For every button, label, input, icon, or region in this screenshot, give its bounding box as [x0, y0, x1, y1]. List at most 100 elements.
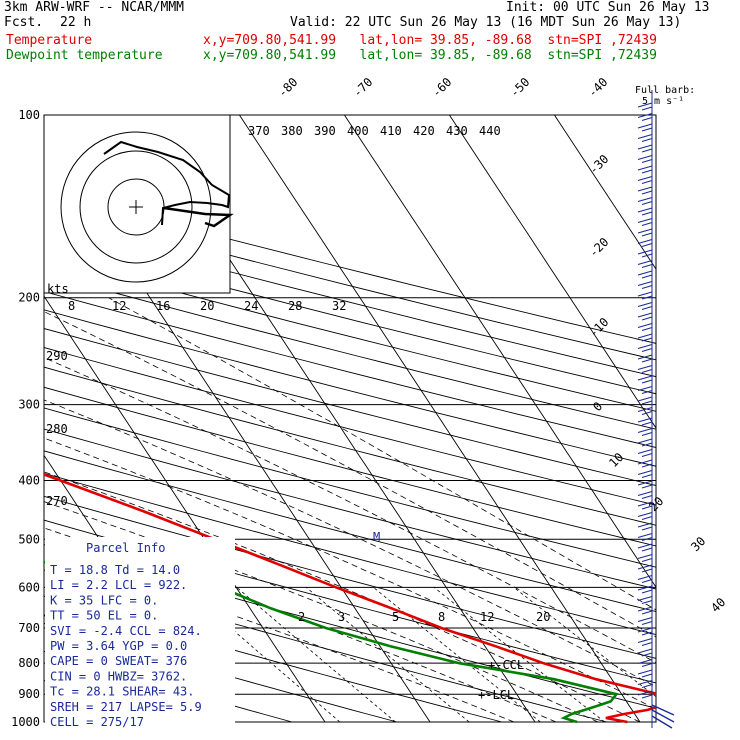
wind-barb-low — [651, 704, 675, 729]
wind-barb — [637, 417, 653, 426]
isotherm-label: -70 — [350, 75, 375, 100]
wind-barb — [637, 532, 653, 542]
dry-adiabat-line — [44, 273, 656, 430]
isotherm-line — [344, 115, 656, 588]
wind-barb — [637, 679, 653, 689]
isotherm-line — [239, 115, 641, 723]
wind-barb — [637, 154, 653, 164]
wind-barb — [637, 249, 653, 258]
hodograph-unit-label: kts — [47, 282, 69, 296]
wind-barb — [637, 270, 653, 279]
hodograph-ring — [79, 150, 193, 264]
wind-barb — [637, 186, 653, 195]
isotherm-label: 40 — [708, 595, 728, 615]
wind-barb — [637, 238, 653, 248]
hodograph-speed-label: 8 — [68, 299, 75, 313]
ccl-marker: +-CCL — [488, 658, 524, 672]
pressure-label: 800 — [18, 656, 40, 670]
wind-barb — [637, 165, 653, 174]
wind-barb — [637, 469, 653, 479]
isotherm-label: 30 — [688, 534, 708, 554]
wind-barb — [637, 133, 653, 143]
dry-adiabat-line — [44, 428, 656, 590]
moist-adiabat-line — [44, 311, 656, 638]
mixing-ratio-label: 12 — [480, 610, 494, 624]
wind-legend-title: Full barb: — [635, 85, 695, 96]
theta-label: 390 — [314, 124, 336, 138]
wind-barb — [637, 112, 653, 122]
dry-adiabat-line — [44, 309, 656, 467]
mixing-ratio-label: 8 — [438, 610, 445, 624]
wind-barb — [637, 459, 653, 468]
isotherm-label: 20 — [646, 494, 666, 514]
wind-barb — [637, 501, 653, 510]
mixing-ratio-line — [373, 586, 541, 723]
lcl-marker: +-LCL — [478, 688, 514, 702]
wind-barb — [637, 375, 653, 384]
wind-barb — [637, 648, 653, 657]
isotherm-label: -20 — [586, 235, 611, 260]
mixing-ratio-label: 2 — [298, 610, 305, 624]
theta-label: 430 — [446, 124, 468, 138]
wind-barb — [637, 280, 653, 290]
hodograph-speed-label: 20 — [200, 299, 214, 313]
hodograph-speed-label: 12 — [112, 299, 126, 313]
wind-barb — [637, 511, 653, 521]
mixing-ratio-line — [513, 586, 656, 698]
wind-barb — [637, 406, 653, 416]
wind-barb — [637, 343, 653, 353]
wind-barb — [637, 606, 653, 615]
wind-barb — [637, 543, 653, 552]
parcel-info-row: CELL = 275/17 — [50, 715, 144, 729]
dry-adiabat-line — [44, 595, 503, 723]
plot-frame — [43, 114, 657, 723]
isotherm-line — [449, 115, 656, 429]
parcel-info-row: Tc = 28.1 SHEAR= 43. — [50, 685, 195, 699]
isotherm-line — [0, 115, 10, 722]
dry-adiabat-line — [44, 255, 656, 412]
init-time: Init: 00 UTC Sun 26 May 13 — [506, 0, 710, 15]
valid-time: Valid: 22 UTC Sun 26 May 13 (16 MDT Sun … — [290, 15, 682, 30]
parcel-info-row: CIN = 0 HWBZ= 3762. — [50, 669, 187, 683]
isotherm-line — [44, 136, 431, 723]
legend-temperature: Temperature — [6, 33, 93, 48]
wind-barb — [637, 123, 653, 132]
pressure-label: 900 — [18, 687, 40, 701]
wind-barb — [637, 312, 653, 321]
wind-barb — [637, 354, 653, 363]
wind-barbs — [637, 90, 675, 729]
wind-barb — [637, 207, 653, 216]
wind-barb — [637, 438, 653, 447]
trace-dewpoint-temperature — [44, 560, 619, 724]
dry-adiabat-line — [44, 622, 398, 723]
wind-barb — [637, 291, 653, 300]
forecast-label: Fcst. — [4, 15, 44, 30]
wind-legend-unit: 5 m s⁻¹ — [642, 96, 684, 107]
pressure-label: 300 — [18, 398, 40, 412]
wind-barb — [637, 364, 653, 374]
parcel-info-bg — [45, 537, 235, 723]
wind-barb — [637, 574, 653, 584]
theta-left-label: 290 — [46, 349, 68, 363]
isotherm-label: -10 — [586, 315, 611, 340]
wind-barb — [637, 585, 653, 594]
dry-adiabat-line — [44, 450, 656, 612]
wind-barb — [637, 627, 653, 636]
hodograph-speed-label: 32 — [332, 299, 346, 313]
wind-barb — [637, 259, 653, 269]
wind-barb — [637, 616, 653, 626]
mixing-ratio-label: 20 — [536, 610, 550, 624]
wind-barb — [637, 522, 653, 531]
pressure-label: 500 — [18, 532, 40, 546]
location-info-temp: x,y=709.80,541.99 lat,lon= 39.85, -89.68… — [203, 33, 657, 48]
wind-barb — [637, 490, 653, 500]
wind-barb — [637, 669, 653, 678]
pressure-label: 200 — [18, 291, 40, 305]
forecast-hour: 22 h — [60, 15, 92, 30]
legend-dewpoint: Dewpoint temperature — [6, 48, 163, 63]
pressure-label: 600 — [18, 580, 40, 594]
wind-barb — [637, 322, 653, 332]
hodograph: kts — [43, 114, 234, 296]
dry-adiabat-line — [44, 407, 656, 568]
